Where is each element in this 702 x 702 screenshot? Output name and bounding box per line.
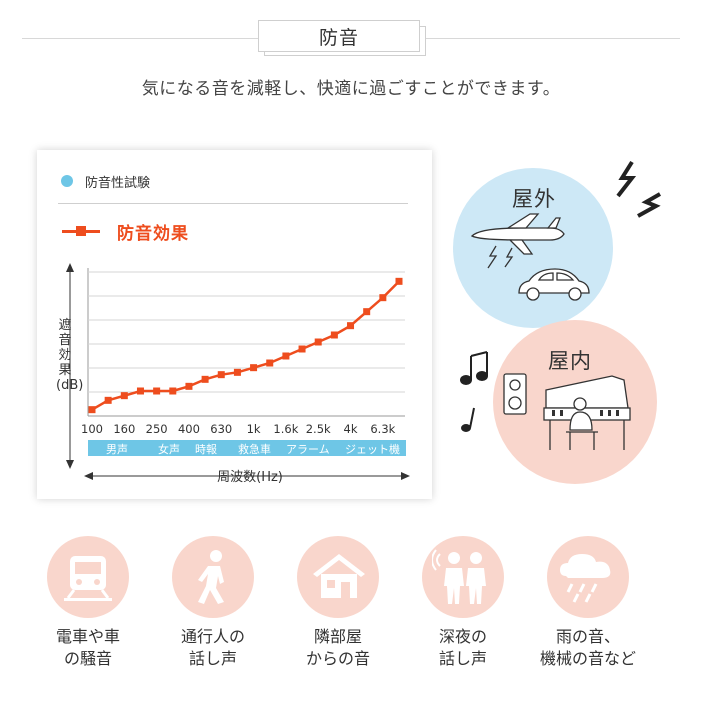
panel-divider [58, 203, 408, 204]
feature-neighbor-line1: 隣部屋 [313, 627, 362, 646]
data-point [136, 387, 144, 395]
band-label-alarm: アラーム [286, 443, 330, 456]
x-tick-label: 250 [146, 422, 168, 436]
data-point [185, 382, 193, 390]
data-point [153, 387, 161, 395]
data-point [266, 359, 274, 367]
outdoor-circle [453, 168, 613, 328]
x-axis-label: 周波数(Hz) [217, 470, 283, 485]
x-tick-label: 2.5k [306, 422, 331, 436]
legend-label: 防音効果 [117, 224, 189, 244]
data-point [282, 352, 290, 360]
data-point [233, 368, 241, 376]
band-label-ambulance: 救急車 [238, 443, 271, 456]
x-tick-label: 630 [210, 422, 232, 436]
band-label-female-voice: 女声 [158, 443, 180, 456]
feature-rain-line2: 機械の音など [539, 649, 636, 668]
x-tick-label: 6.3k [370, 422, 395, 436]
feature-train-line1: 電車や車 [55, 627, 120, 646]
feature-pedestrian-label: 通行人の 話し声 [148, 626, 278, 670]
indoor-title: 屋内 [548, 349, 592, 373]
x-tick-label: 160 [113, 422, 135, 436]
house-icon [313, 554, 365, 598]
sound-source-band: 男声 女声 時報 救急車 アラーム ジェット機 [88, 440, 406, 456]
feature-pedestrian-line2: 話し声 [188, 649, 237, 668]
lightning-icon [616, 160, 661, 218]
x-tick-label: 400 [178, 422, 200, 436]
legend-marker-icon [76, 226, 86, 236]
feature-train-line2: の騒音 [63, 649, 112, 668]
airplane-icon [470, 213, 565, 269]
data-point [217, 371, 225, 379]
test-label: 防音性試験 [85, 176, 151, 191]
rain-cloud-icon [560, 554, 611, 603]
data-point [120, 392, 128, 400]
x-tick-label: 100 [81, 422, 103, 436]
data-point [250, 364, 258, 372]
feature-night-talk-label: 深夜の 話し声 [398, 626, 528, 670]
outdoor-title: 屋外 [512, 187, 556, 211]
band-label-time-signal: 時報 [195, 443, 217, 456]
x-tick-label: 1.6k [273, 422, 298, 436]
test-dot-icon [61, 175, 73, 187]
people-talking-icon [432, 549, 486, 604]
feature-neighbor-line2: からの音 [305, 649, 370, 668]
data-point [104, 396, 112, 404]
feature-night-talk-line2: 話し声 [438, 649, 487, 668]
music-note-icon [460, 351, 488, 432]
piano-icon [503, 373, 631, 450]
data-point [330, 331, 338, 339]
feature-rain-label: 雨の音、 機械の音など [523, 626, 653, 670]
data-point [314, 338, 322, 346]
data-point [298, 345, 306, 353]
data-point [395, 277, 403, 285]
car-icon [518, 268, 590, 301]
page-subtitle: 気になる音を減軽し、快適に過ごすことができます。 [141, 79, 561, 99]
band-label-jet: ジェット機 [345, 443, 400, 456]
band-label-male-voice: 男声 [106, 443, 128, 456]
feature-neighbor-label: 隣部屋 からの音 [273, 626, 403, 670]
x-tick-label: 4k [344, 422, 358, 436]
data-point [88, 406, 96, 414]
data-point [363, 308, 371, 316]
page-title: 防音 [258, 20, 420, 52]
feature-train-label: 電車や車 の騒音 [23, 626, 153, 670]
train-icon [64, 556, 112, 601]
feature-pedestrian-line1: 通行人の [180, 627, 245, 646]
data-point [347, 322, 355, 330]
data-point [379, 294, 387, 302]
x-tick-label: 1k [247, 422, 261, 436]
walking-person-icon [198, 550, 224, 604]
data-point [201, 375, 209, 383]
feature-rain-line1: 雨の音、 [555, 627, 620, 646]
data-point [169, 387, 177, 395]
feature-night-talk-line1: 深夜の [438, 627, 487, 646]
